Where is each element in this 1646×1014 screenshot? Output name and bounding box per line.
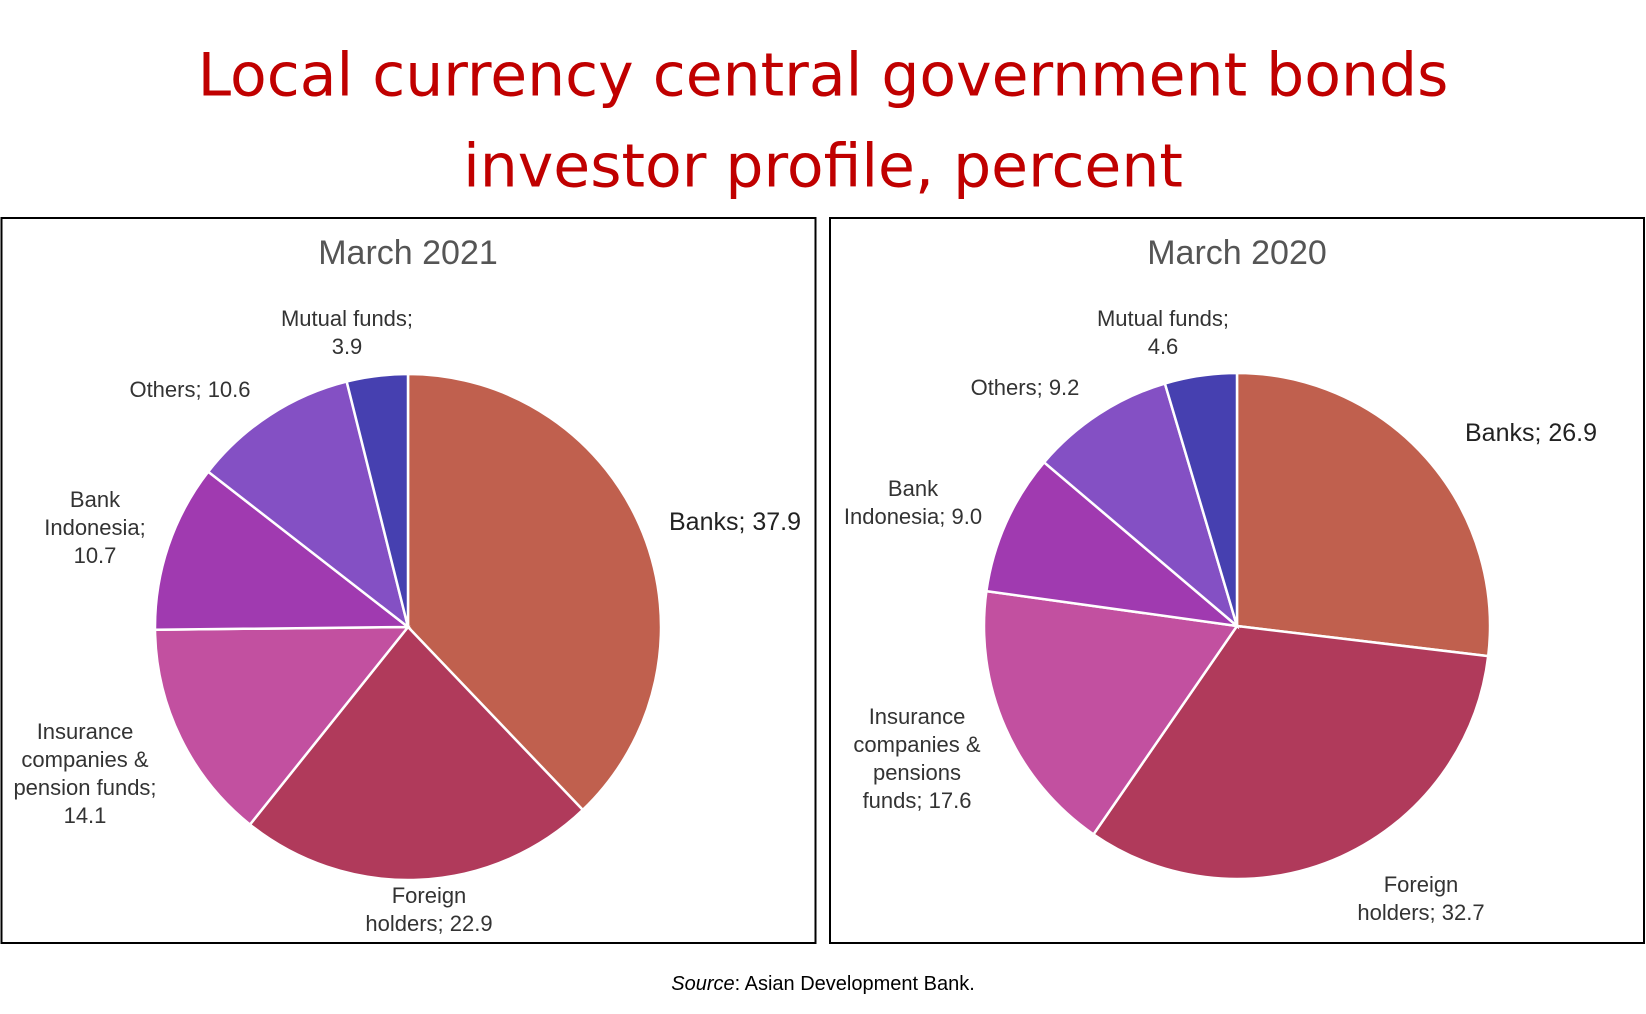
- label-line: Indonesia;: [44, 515, 146, 540]
- pie-slice: [153, 469, 412, 632]
- pie-slice: [153, 625, 411, 827]
- label-line: Others; 9.2: [971, 375, 1080, 400]
- slice-label: Foreign holders; 32.7: [1357, 872, 1484, 925]
- pie-slice: [248, 625, 585, 882]
- label-line: Insurance: [37, 719, 134, 744]
- source: Source: Asian Development Bank.: [671, 973, 975, 995]
- pie-slice: [406, 372, 663, 812]
- panel: [829, 217, 1645, 944]
- chart-subtitle: March 2021: [318, 234, 498, 272]
- label-line: holders; 32.7: [1357, 900, 1484, 925]
- slice-label: Banks; 26.9: [1465, 419, 1597, 447]
- label-line: funds; 17.6: [863, 788, 972, 813]
- slice-label: Bank Indonesia; 10.7: [44, 487, 146, 568]
- source-label: Source: [671, 973, 734, 995]
- pie-slice: [982, 589, 1240, 837]
- label-line: Banks; 26.9: [1465, 419, 1597, 447]
- label-line: Indonesia; 9.0: [844, 504, 982, 529]
- title-line: Local currency central government bonds: [198, 41, 1449, 111]
- label-line: 4.6: [1148, 334, 1179, 359]
- slice-label: Bank Indonesia; 9.0: [844, 476, 982, 529]
- label-line: Mutual funds;: [281, 306, 413, 331]
- label-line: Foreign: [1384, 872, 1459, 897]
- slice-label: Others; 9.2: [971, 375, 1080, 400]
- label-line: Insurance: [869, 704, 966, 729]
- slice-label: Foreign holders; 22.9: [365, 883, 492, 936]
- pie-slice: [206, 380, 411, 631]
- slice-label: Mutual funds; 3.9: [281, 306, 413, 359]
- label-line: Bank: [888, 476, 939, 501]
- label-line: holders; 22.9: [365, 911, 492, 936]
- slice-label: Others; 10.6: [129, 377, 250, 402]
- label-line: companies &: [853, 732, 981, 757]
- slice-label: Insurance companies & pensions funds; 17.6: [853, 704, 981, 813]
- pie-slice: [1163, 371, 1239, 627]
- slice-label: Mutual funds; 4.6: [1097, 306, 1229, 359]
- label-line: 14.1: [64, 803, 107, 828]
- label-line: Bank: [70, 487, 121, 512]
- label-line: 10.7: [74, 543, 117, 568]
- pie-slice: [985, 460, 1242, 628]
- source-text: : Asian Development Bank.: [735, 973, 975, 995]
- pie-slice: [1042, 381, 1240, 630]
- label-line: Mutual funds;: [1097, 306, 1229, 331]
- label-line: Banks; 37.9: [669, 508, 801, 536]
- label-line: Others; 10.6: [129, 377, 250, 402]
- label-line: Foreign: [392, 883, 467, 908]
- slice-label: Insurance companies & pension funds; 14.1: [13, 719, 156, 828]
- slice-label: Banks; 37.9: [669, 508, 801, 536]
- title-line: investor profile, percent: [463, 132, 1183, 202]
- pie-slice: [1235, 371, 1492, 658]
- label-line: pension funds;: [13, 775, 156, 800]
- label-line: companies &: [21, 747, 149, 772]
- panel: [0, 217, 817, 944]
- label-line: pensions: [873, 760, 961, 785]
- pie-slice: [345, 372, 410, 628]
- chart-subtitle: March 2020: [1147, 234, 1327, 272]
- pie-slice: [1091, 624, 1490, 881]
- label-line: 3.9: [332, 334, 363, 359]
